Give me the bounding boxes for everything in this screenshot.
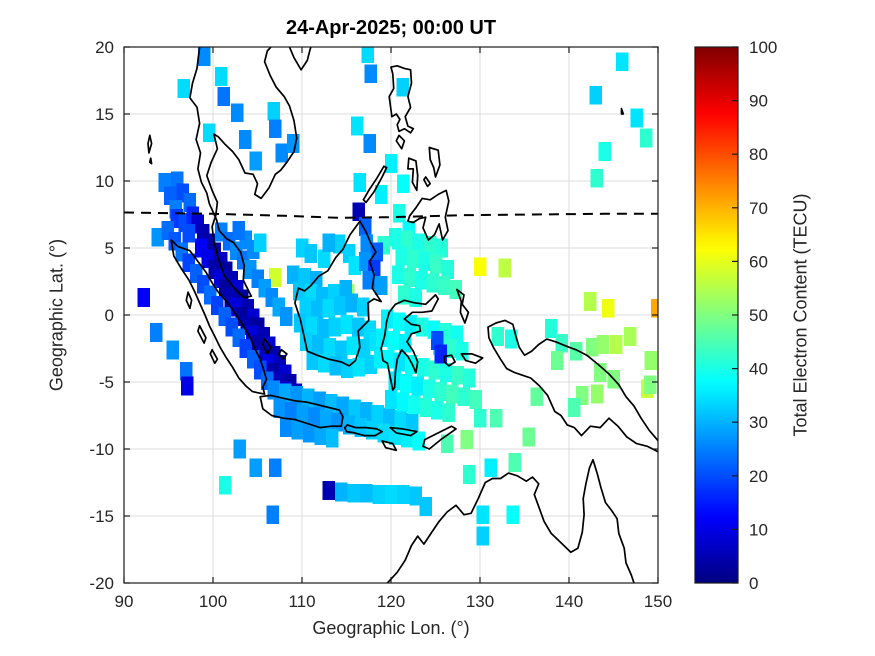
coastline-mindoro [395, 134, 406, 150]
coastline-timor [422, 425, 457, 450]
svg-text:-15: -15 [89, 507, 114, 526]
axis-ticks [123, 46, 659, 584]
svg-text:90: 90 [749, 92, 768, 111]
coastline-sulawesi [380, 294, 440, 391]
svg-text:110: 110 [288, 592, 315, 611]
coastline-hainan [288, 47, 312, 71]
coastline-new-guinea [487, 319, 658, 453]
svg-text:40: 40 [749, 360, 768, 379]
coastline-cebu-bohol [423, 176, 432, 188]
coastline-siberut [197, 324, 207, 344]
svg-text:10: 10 [749, 520, 768, 539]
svg-text:-10: -10 [89, 440, 114, 459]
svg-text:80: 80 [749, 145, 768, 164]
coastline-sumatra [170, 239, 268, 395]
coastline-java [259, 394, 344, 429]
colorbar-gradient [695, 47, 738, 583]
coastline-flores [389, 426, 418, 437]
svg-text:90: 90 [115, 592, 134, 611]
svg-text:60: 60 [749, 252, 768, 271]
coastline-australia [386, 458, 635, 583]
coastline-palawan [362, 165, 388, 204]
coastline-panay-negros [407, 157, 419, 192]
svg-text:30: 30 [749, 413, 768, 432]
colorbar-tick-labels: 0 10 20 30 40 50 60 70 80 90 100 [749, 38, 777, 593]
coastline-mindanao [407, 189, 450, 241]
svg-text:0: 0 [749, 574, 758, 593]
coastline-seram [460, 353, 484, 365]
coastline-borneo [294, 220, 383, 367]
coastline-bangka [261, 338, 272, 355]
coastline-halmahera [456, 288, 470, 324]
coastline-pagai [209, 348, 219, 365]
svg-text:140: 140 [555, 592, 583, 611]
svg-text:20: 20 [749, 467, 768, 486]
svg-text:15: 15 [95, 105, 114, 124]
y-axis-label: Geographic Lat. (°) [46, 238, 67, 392]
x-axis-label: Geographic Lon. (°) [312, 618, 470, 638]
coastline-bali-lombok-sumbawa [343, 424, 383, 437]
colorbar-ticks [732, 46, 738, 584]
svg-text:50: 50 [749, 306, 768, 325]
coastline-belitung [278, 348, 288, 361]
svg-text:0: 0 [105, 306, 114, 325]
coastline-luzon [388, 64, 415, 134]
svg-text:120: 120 [377, 592, 405, 611]
svg-text:70: 70 [749, 199, 768, 218]
svg-text:150: 150 [644, 592, 672, 611]
svg-text:100: 100 [199, 592, 227, 611]
coastline-nias [185, 291, 193, 310]
colorbar-label: Total Electron Content (TECU) [790, 193, 811, 437]
coastline-sumba [381, 440, 398, 452]
svg-text:5: 5 [105, 239, 114, 258]
svg-text:20: 20 [95, 38, 114, 57]
svg-text:100: 100 [749, 38, 777, 57]
coastline-andaman-south [148, 157, 153, 165]
coastline-marianas [620, 107, 625, 115]
axis-tick-labels: 90 100 110 120 130 140 150 -20 -15 -10 -5 0 5 10 15 20 [89, 38, 672, 611]
coastline-andaman-north [147, 134, 153, 154]
coastline-samar-leyte [428, 146, 441, 178]
coastlines [147, 47, 658, 583]
svg-text:-5: -5 [99, 373, 114, 392]
coastline-mainland-indochina-malaya [189, 47, 298, 299]
svg-text:-20: -20 [89, 574, 114, 593]
coastline-buru [443, 354, 456, 367]
svg-text:10: 10 [95, 172, 114, 191]
plot-title: 24-Apr-2025; 00:00 UT [285, 17, 497, 39]
svg-text:130: 130 [466, 592, 494, 611]
